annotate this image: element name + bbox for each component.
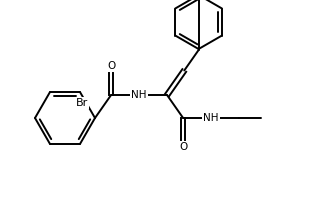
Text: Br: Br xyxy=(76,98,88,108)
Text: O: O xyxy=(179,142,187,152)
Text: NH: NH xyxy=(204,113,219,123)
Text: O: O xyxy=(107,61,115,71)
Text: NH: NH xyxy=(131,90,147,100)
